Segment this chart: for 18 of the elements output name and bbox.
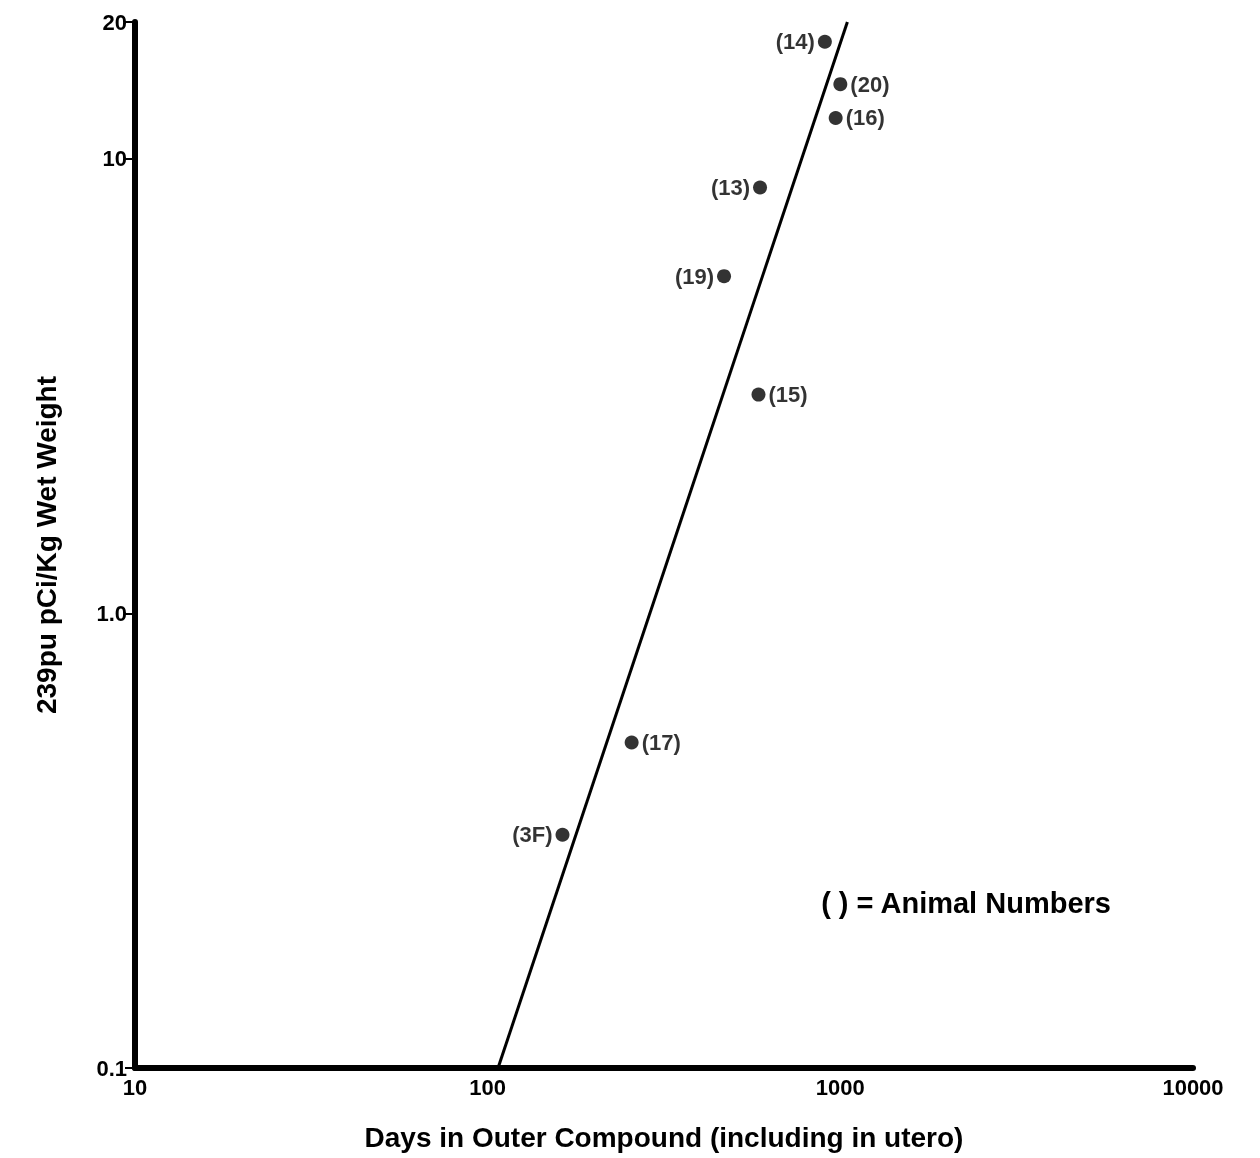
annotation: ( ) = Animal Numbers xyxy=(821,886,1111,919)
annotation: (14) xyxy=(775,29,815,55)
annotation: (3F) xyxy=(512,822,553,848)
x-tick-label: 1000 xyxy=(815,1074,865,1100)
y-tick-label: 1.0 xyxy=(96,600,127,626)
x-axis-title: Days in Outer Compound (including in utero) xyxy=(364,1121,964,1153)
y-tick-label: 0.1 xyxy=(96,1055,127,1081)
annotation: (13) xyxy=(710,174,751,200)
x-tick-label: 10000 xyxy=(1162,1074,1224,1100)
annotation: (15) xyxy=(768,382,808,408)
y-tick-label: 10 xyxy=(102,146,127,172)
y-axis-title: 239pu pCi/Kg Wet Weight xyxy=(30,375,62,715)
annotation: (20) xyxy=(850,71,890,97)
annotation: (17) xyxy=(641,730,681,756)
annotation: (19) xyxy=(674,263,715,289)
y-tick-label: 20 xyxy=(102,9,127,35)
x-tick-label: 100 xyxy=(469,1074,507,1100)
annotation: (16) xyxy=(845,105,885,131)
